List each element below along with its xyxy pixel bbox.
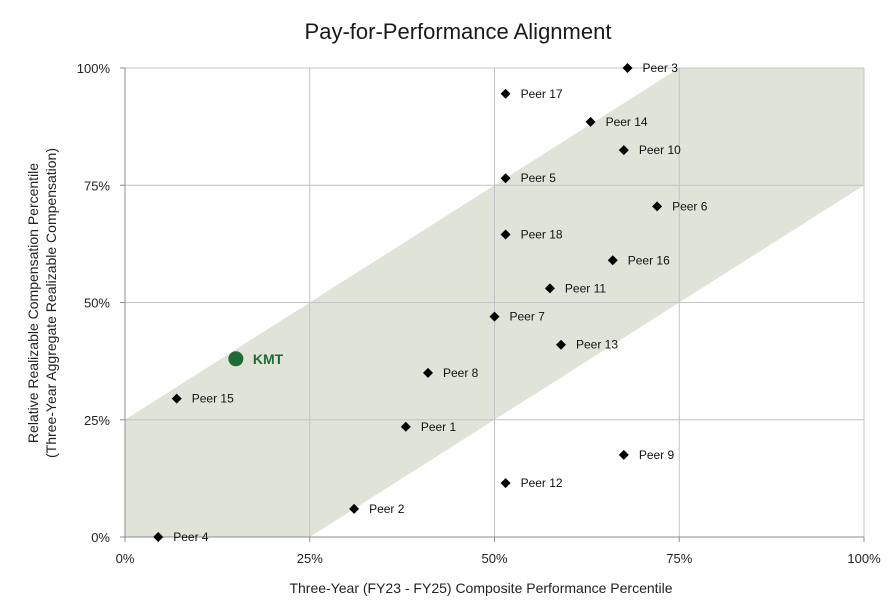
peer-diamond-marker xyxy=(500,478,511,489)
peer-diamond-marker xyxy=(349,503,360,514)
peer-point: Peer 4 xyxy=(153,530,209,544)
y-axis-label-line2: (Three-Year Aggregate Realizable Compens… xyxy=(43,148,59,458)
x-tick-label: 25% xyxy=(297,551,323,566)
kmt-circle-marker xyxy=(228,351,244,367)
peer-point: Peer 7 xyxy=(489,310,546,324)
peer-diamond-marker xyxy=(618,145,629,156)
peer-point: Peer 17 xyxy=(500,87,563,101)
kmt-label: KMT xyxy=(253,351,284,367)
peer-diamond-marker xyxy=(500,88,511,99)
peer-point: Peer 16 xyxy=(607,253,670,267)
x-axis-label: Three-Year (FY23 - FY25) Composite Perfo… xyxy=(289,580,672,596)
chart-title: Pay-for-Performance Alignment xyxy=(305,19,612,44)
peer-label: Peer 17 xyxy=(521,87,563,101)
peer-diamond-marker xyxy=(618,449,629,460)
axes: 0% 25% 50% 75% 100% 0% 25% 50% 75% 100% xyxy=(77,61,881,566)
peer-diamond-marker xyxy=(171,393,182,404)
peer-point: Peer 10 xyxy=(618,143,681,157)
kmt-point: KMT xyxy=(228,351,284,367)
y-tick-label: 50% xyxy=(84,296,110,311)
peer-point: Peer 18 xyxy=(500,227,563,241)
peer-label: Peer 4 xyxy=(173,530,209,544)
peer-label: Peer 6 xyxy=(672,199,708,213)
peer-point: Peer 6 xyxy=(652,199,708,213)
peer-point: Peer 11 xyxy=(544,281,606,295)
peer-label: Peer 10 xyxy=(639,143,681,157)
peer-label: Peer 1 xyxy=(421,420,457,434)
peer-label: Peer 2 xyxy=(369,502,405,516)
peer-point: Peer 14 xyxy=(585,115,648,129)
peer-diamond-marker xyxy=(500,229,511,240)
peer-diamond-marker xyxy=(585,116,596,127)
x-tick-label: 75% xyxy=(666,551,692,566)
y-axis-label: Relative Realizable Compensation Percent… xyxy=(25,148,59,458)
x-tick-label: 0% xyxy=(116,551,135,566)
peer-label: Peer 9 xyxy=(639,448,675,462)
peer-label: Peer 3 xyxy=(643,61,679,75)
peer-point: Peer 13 xyxy=(556,338,618,352)
peer-label: Peer 5 xyxy=(521,171,557,185)
peer-label: Peer 11 xyxy=(565,281,606,295)
data-points: Peer 1 Peer 2 Peer 3 Peer 4 Peer 5 Peer 6 Peer… xyxy=(153,61,708,544)
gridlines xyxy=(125,67,865,537)
peer-point: Peer 9 xyxy=(618,448,675,462)
peer-diamond-marker xyxy=(500,173,511,184)
peer-label: Peer 12 xyxy=(521,476,563,490)
peer-diamond-marker xyxy=(422,367,433,378)
y-tick-label: 75% xyxy=(84,178,110,193)
peer-point: Peer 15 xyxy=(171,392,234,406)
y-tick-label: 25% xyxy=(84,413,110,428)
peer-diamond-marker xyxy=(400,421,411,432)
peer-label: Peer 8 xyxy=(443,366,479,380)
peer-point: Peer 5 xyxy=(500,171,557,185)
x-tick-label: 50% xyxy=(481,551,507,566)
peer-label: Peer 16 xyxy=(628,253,670,267)
x-tick-label: 100% xyxy=(847,551,881,566)
peer-point: Peer 3 xyxy=(622,61,679,75)
peer-label: Peer 7 xyxy=(510,310,546,324)
peer-point: Peer 1 xyxy=(400,420,457,434)
peer-diamond-marker xyxy=(652,201,663,212)
peer-diamond-marker xyxy=(153,532,164,542)
peer-diamond-marker xyxy=(544,283,555,294)
peer-point: Peer 8 xyxy=(422,366,479,380)
peer-diamond-marker xyxy=(556,339,567,350)
peer-diamond-marker xyxy=(489,311,500,322)
peer-label: Peer 15 xyxy=(192,392,234,406)
y-tick-label: 0% xyxy=(91,530,110,545)
peer-label: Peer 13 xyxy=(576,338,618,352)
peer-label: Peer 18 xyxy=(521,227,563,241)
peer-diamond-marker xyxy=(607,255,618,266)
peer-point: Peer 2 xyxy=(349,502,405,516)
peer-label: Peer 14 xyxy=(606,115,648,129)
y-tick-label: 100% xyxy=(77,61,111,76)
y-axis-label-line1: Relative Realizable Compensation Percent… xyxy=(25,163,41,443)
peer-point: Peer 12 xyxy=(500,476,563,490)
peer-diamond-marker xyxy=(622,63,633,73)
